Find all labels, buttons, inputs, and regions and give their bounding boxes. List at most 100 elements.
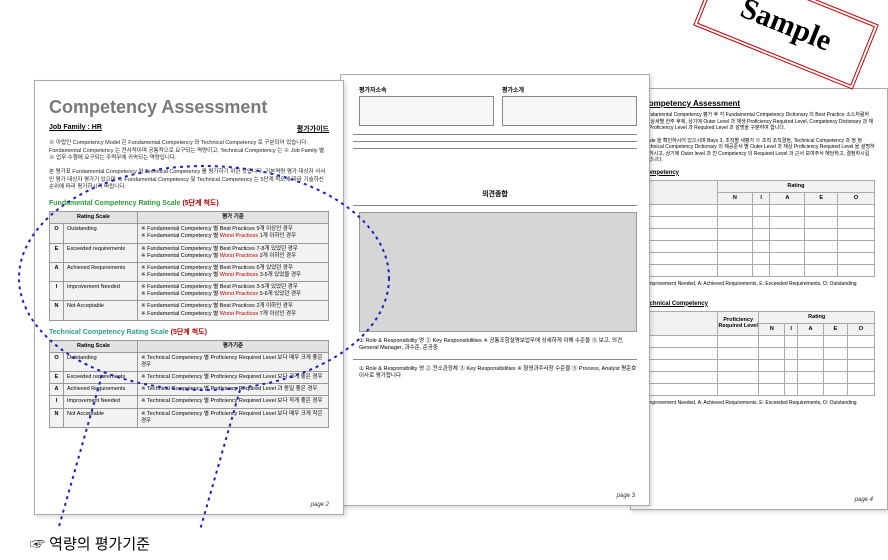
cell [838,204,875,216]
cell [717,204,752,216]
cell [752,264,770,276]
cell [847,371,874,383]
table-row: AAchieved Requirements※ Technical Compet… [50,384,329,396]
rating-criteria: ※ Technical Competency 별 Proficiency Req… [138,372,329,384]
col-rating-O: O [838,192,875,204]
rating-label: Not Acceptable [64,301,138,320]
intro-para-2: 본 평가표 Fundamental Competency 와 Technical… [49,169,329,192]
cell [770,228,805,240]
rating-criteria: ※ Technical Competency 별 Proficiency Req… [138,384,329,396]
bullets-1: ① Role & Responsibility 영 ② Key Responsi… [359,338,637,353]
cell [644,264,718,276]
cell [838,252,875,264]
cell [752,252,770,264]
table-row [644,240,875,252]
rating-code: O [50,352,64,371]
cell [759,371,785,383]
table-row [644,252,875,264]
cell [717,264,752,276]
sample-stamp: Sample [693,0,879,90]
cell [798,383,824,395]
fundamental-rating-table: Rating Scale 평가 기준 OOutstanding※ Fundame… [49,211,329,321]
cell [717,252,752,264]
cell [770,216,805,228]
table-row: EExceeded requirements※ Fundamental Comp… [50,243,329,262]
cell [644,335,718,347]
rating-label: Outstanding [64,352,138,371]
minibox-1-frame [359,96,494,126]
cell [644,371,718,383]
col-rating-E: E [805,192,838,204]
divider [353,359,637,360]
table-row [644,264,875,276]
cell [785,335,798,347]
rating-code: I [50,396,64,408]
col-rating-scale: Rating Scale [50,212,138,224]
cell [785,347,798,359]
table-row [644,383,875,395]
rating-code: I [50,282,64,301]
section-technical-header: Technical Competency Rating Scale (5단계 척… [49,327,329,337]
cell [644,359,718,371]
cell [644,252,718,264]
job-family-label: Job Family : HR [49,124,102,134]
rating-criteria: ※ Technical Competency 별 Proficiency Req… [138,352,329,371]
cell [823,335,847,347]
minibox-1: 평가자소속 [359,85,494,126]
rating-label: Outstanding [64,224,138,243]
cell [823,371,847,383]
cell [644,347,718,359]
cell [798,359,824,371]
cell [644,240,718,252]
cell [805,228,838,240]
cell [759,359,785,371]
rating-grid-1: RatingNIAEO [643,180,875,277]
table-row: NNot Acceptable※ Fundamental Competency … [50,301,329,320]
cell [823,359,847,371]
table-row [644,228,875,240]
cell [752,216,770,228]
cell [785,359,798,371]
p3-intro-2: Scale 을 확인하시어 있으시며 Bays 3, 조직별 세평가 ※ 조직 … [643,138,875,164]
table-row: EExceeded requirements※ Technical Compet… [50,372,329,384]
cell [805,252,838,264]
rating-label: Not Acceptable [64,408,138,427]
cell [770,252,805,264]
cell [644,383,718,395]
cell [838,240,875,252]
page-number-1: page 2 [311,502,329,508]
table-row: IImprovement Needed※ Fundamental Compete… [50,282,329,301]
mid-header: 의견종합 [353,189,637,199]
cell [838,216,875,228]
section-technical-sub: (5단계 척도) [171,329,207,336]
rating-grid-2: Proficiency Required LevelRatingNIAEO [643,311,875,396]
col-criteria-2: 평가기준 [138,340,329,352]
divider [353,134,637,135]
col-rating: Rating [759,311,875,323]
col-rating-scale-2: Rating Scale [50,340,138,352]
gray-box [359,212,637,332]
cell [717,216,752,228]
page-title: Competency Assessment [49,97,329,118]
cell [847,383,874,395]
rating-criteria: ※ Technical Competency 별 Proficiency Req… [138,396,329,408]
cell [717,240,752,252]
table-row [644,216,875,228]
p3-section1-label: Competency [643,170,875,176]
rating-criteria: ※ Fundamental Competency 별 Best Practice… [138,301,329,320]
cell [759,335,785,347]
col-rating: Rating [717,180,874,192]
rating-label: Exceeded requirements [64,243,138,262]
page-3: Competency Assessment Fundamental Compet… [630,88,888,510]
col-criteria: 평가 기준 [138,212,329,224]
rating-code: E [50,243,64,262]
table-row [644,359,875,371]
rating-criteria: ※ Fundamental Competency 별 Best Practice… [138,243,329,262]
minibox-2-label: 평가소개 [502,85,637,94]
cell [785,383,798,395]
cell [759,347,785,359]
cell [847,347,874,359]
cell [717,359,759,371]
cell [838,228,875,240]
col-rating-E: E [823,323,847,335]
